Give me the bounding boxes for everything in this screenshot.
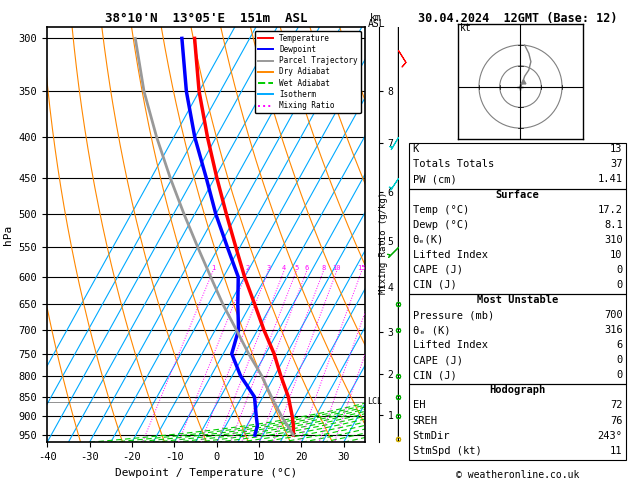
Text: km: km [370, 13, 382, 23]
Text: © weatheronline.co.uk: © weatheronline.co.uk [455, 470, 579, 480]
Text: K: K [413, 144, 419, 155]
Text: 0: 0 [616, 355, 623, 365]
Text: 1.41: 1.41 [598, 174, 623, 185]
Y-axis label: hPa: hPa [3, 225, 13, 244]
Text: 6: 6 [304, 265, 309, 271]
Text: Most Unstable: Most Unstable [477, 295, 558, 305]
Text: 0: 0 [616, 370, 623, 381]
Text: 17.2: 17.2 [598, 205, 623, 215]
Text: Lifted Index: Lifted Index [413, 250, 487, 260]
Text: 4: 4 [282, 265, 286, 271]
Text: 15: 15 [357, 265, 366, 271]
Text: 1: 1 [211, 265, 215, 271]
Text: 3: 3 [266, 265, 270, 271]
Text: Totals Totals: Totals Totals [413, 159, 494, 170]
Text: CIN (J): CIN (J) [413, 370, 457, 381]
Text: θₑ(K): θₑ(K) [413, 235, 444, 245]
Text: EH: EH [413, 400, 425, 411]
Text: kt: kt [460, 22, 472, 33]
Text: 13: 13 [610, 144, 623, 155]
Text: Mixing Ratio (g/kg): Mixing Ratio (g/kg) [379, 192, 388, 294]
Text: Hodograph: Hodograph [489, 385, 545, 396]
Text: Pressure (mb): Pressure (mb) [413, 310, 494, 320]
Text: CAPE (J): CAPE (J) [413, 355, 462, 365]
Text: 76: 76 [610, 416, 623, 426]
Text: Lifted Index: Lifted Index [413, 340, 487, 350]
Text: 37: 37 [610, 159, 623, 170]
Text: 0: 0 [616, 265, 623, 275]
Text: SREH: SREH [413, 416, 438, 426]
Text: 8.1: 8.1 [604, 220, 623, 230]
Text: LCL: LCL [367, 397, 382, 406]
Text: StmDir: StmDir [413, 431, 450, 441]
Text: 310: 310 [604, 235, 623, 245]
Text: 0: 0 [616, 280, 623, 290]
Text: 10: 10 [332, 265, 341, 271]
Text: 30.04.2024  12GMT (Base: 12): 30.04.2024 12GMT (Base: 12) [418, 12, 617, 25]
Text: 5: 5 [294, 265, 298, 271]
X-axis label: Dewpoint / Temperature (°C): Dewpoint / Temperature (°C) [115, 468, 297, 478]
Text: Dewp (°C): Dewp (°C) [413, 220, 469, 230]
Legend: Temperature, Dewpoint, Parcel Trajectory, Dry Adiabat, Wet Adiabat, Isotherm, Mi: Temperature, Dewpoint, Parcel Trajectory… [255, 31, 361, 113]
Text: 8: 8 [321, 265, 325, 271]
Text: 72: 72 [610, 400, 623, 411]
Text: 10: 10 [610, 250, 623, 260]
Text: 2: 2 [245, 265, 249, 271]
Text: StmSpd (kt): StmSpd (kt) [413, 446, 481, 456]
Text: 6: 6 [616, 340, 623, 350]
Text: 700: 700 [604, 310, 623, 320]
Text: 11: 11 [610, 446, 623, 456]
Text: CAPE (J): CAPE (J) [413, 265, 462, 275]
Text: θₑ (K): θₑ (K) [413, 325, 450, 335]
Text: CIN (J): CIN (J) [413, 280, 457, 290]
Text: 316: 316 [604, 325, 623, 335]
Text: 243°: 243° [598, 431, 623, 441]
Text: ASL: ASL [367, 19, 385, 29]
Text: Temp (°C): Temp (°C) [413, 205, 469, 215]
Text: PW (cm): PW (cm) [413, 174, 457, 185]
Text: 38°10'N  13°05'E  151m  ASL: 38°10'N 13°05'E 151m ASL [105, 12, 307, 25]
Text: Surface: Surface [496, 190, 539, 200]
